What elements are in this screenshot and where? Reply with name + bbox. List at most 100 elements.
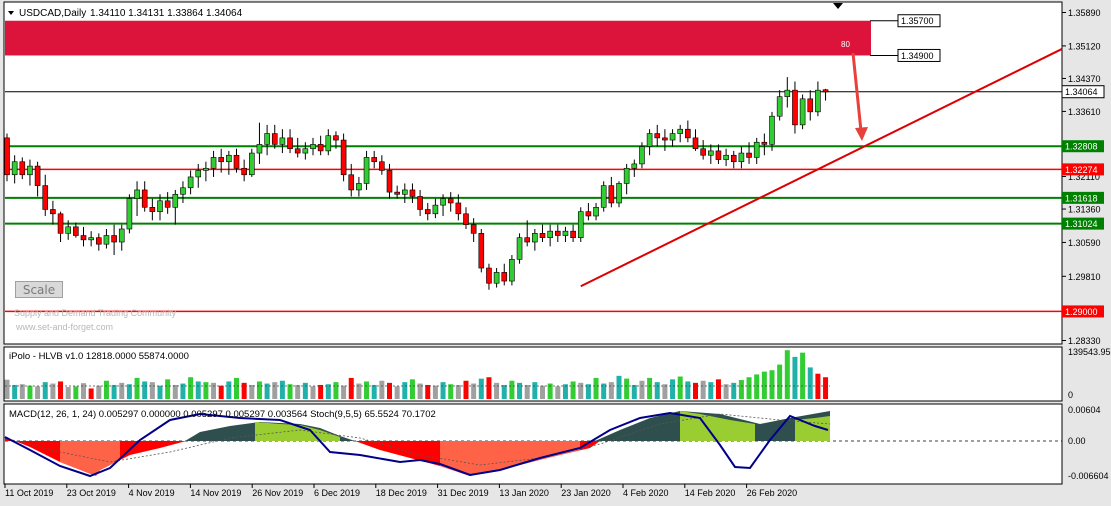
projection-arrow-shaft [851,52,863,132]
volume-bar [823,377,829,399]
volume-bar [616,375,622,399]
bear-candle [294,148,301,154]
price-level-box [1062,163,1104,176]
volume-bar [142,381,148,399]
volume-bar [103,380,109,399]
volume-bar [88,388,94,399]
time-tick-label: 6 Dec 2019 [314,488,360,498]
volume-bar [356,383,362,399]
watermark-line-1: Supply and Demand Trading Community [14,308,177,318]
macd-axis-label: 0.00 [1068,436,1086,446]
volume-bar [134,377,140,399]
bull-candle [310,144,316,150]
bull-candle [226,154,232,163]
volume-bar [517,382,523,399]
bear-candle [524,237,531,243]
bull-candle [256,144,263,154]
bull-candle [547,230,553,238]
volume-bar [608,382,614,399]
volume-bar [761,371,767,399]
bear-candle [501,272,508,282]
volume-bar [700,380,706,399]
bull-candle [103,235,110,245]
bull-candle [639,146,645,165]
volume-bar [195,381,201,399]
time-tick-label: 4 Feb 2020 [623,488,669,498]
bull-candle [669,133,676,141]
shift-marker-icon[interactable] [833,3,843,9]
volume-bar [165,379,171,399]
bear-candle [386,170,393,193]
time-tick-label: 18 Dec 2019 [376,488,427,498]
bear-candle [746,152,752,158]
bull-candle [325,135,332,152]
bear-candle [42,185,49,210]
scale-button[interactable]: Scale [15,281,63,298]
bear-candle [394,191,400,195]
volume-bar [310,386,316,399]
time-tick-label: 13 Jan 2020 [499,488,549,498]
volume-bars-layer: 139543.95 0 [4,347,1111,400]
dropdown-triangle-icon[interactable] [8,11,14,15]
bear-candle [608,185,615,204]
bull-candle [210,157,217,169]
bear-candle [233,154,240,169]
price-level-label: 1.34900 [901,51,934,61]
bear-candle [554,230,561,236]
watermark-line-2: www.set-and-forget.com [15,322,113,332]
bear-candle [463,213,469,225]
volume-bar [27,385,33,399]
price-tick-label: 1.30590 [1068,238,1101,248]
price-level-label: 1.34064 [1065,87,1098,97]
bull-candle [126,198,133,230]
bull-candle [623,167,630,184]
bear-candle [470,224,477,234]
bull-candle [516,237,523,260]
bear-candle [447,198,454,204]
volume-bar [318,384,324,399]
price-panel[interactable] [3,1,1063,345]
bull-candle [118,228,125,243]
volume-bar [685,381,691,399]
price-level-box [897,14,941,28]
bear-candle [654,133,661,139]
volume-bar [731,382,737,399]
bear-candle [241,167,247,176]
volume-bar [807,367,813,399]
volume-bar [769,370,775,399]
volume-bar [325,384,331,399]
volume-bar [601,383,607,399]
price-level-box [897,48,941,62]
volume-bar [348,377,354,399]
volume-bar [777,364,783,399]
volume-bar [624,378,630,399]
volume-bar [639,380,645,399]
bull-candle [363,157,370,184]
price-level-box [1062,217,1104,230]
time-tick-label: 23 Oct 2019 [67,488,116,498]
hlvb-indicator-label: iPolo - HLVB v1.0 12818.0000 55874.0000 [9,351,189,362]
time-tick-label: 26 Nov 2019 [252,488,303,498]
price-tick-label: 1.29810 [1068,272,1101,282]
bear-candle [792,89,798,126]
volume-bar [417,383,423,399]
volume-bar [570,381,576,399]
bear-candle [455,202,462,215]
volume-bar [241,382,247,399]
bear-candle [57,213,64,234]
volume-bar [387,382,392,399]
bear-candle [73,226,79,236]
volume-bar [463,380,469,399]
bull-candle [27,165,33,176]
price-level-label: 1.32808 [1065,142,1098,152]
bear-candle [730,154,737,163]
bear-candle [287,137,293,150]
price-tick-label: 1.28330 [1068,336,1101,346]
volume-bar [12,384,18,399]
volume-bar [425,384,431,399]
macd-axis-label: -0.006604 [1068,471,1109,481]
volume-bar [693,382,698,399]
bull-candle [616,183,622,204]
volume-bar [455,384,461,399]
